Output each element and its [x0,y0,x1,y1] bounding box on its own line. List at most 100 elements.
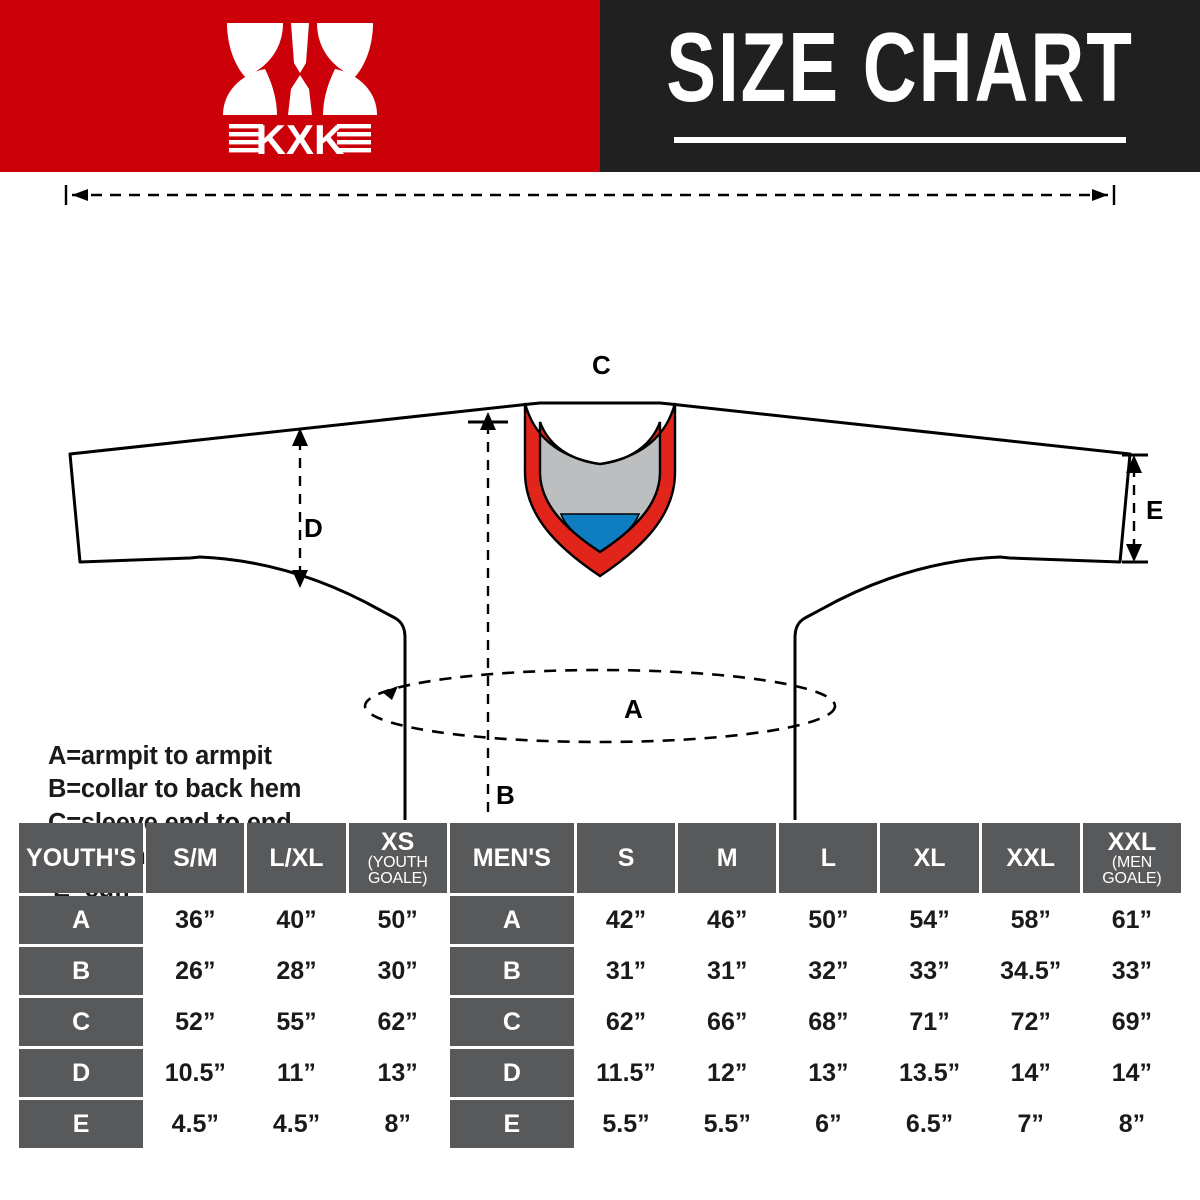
header-label: L [820,843,837,872]
brand-panel: KXK [0,0,600,172]
youth-cell-4-1: 4.5” [247,1100,346,1148]
table-header-cell-9: XXL [981,823,1080,893]
men-cell-4-5: 8” [1082,1100,1181,1148]
kxk-logo: KXK [205,11,395,161]
men-cell-3-2: 13” [779,1049,878,1097]
youth-cell-3-2: 13” [348,1049,447,1097]
dimension-d [292,428,308,588]
table-header-cell-0: YOUTH'S [19,823,144,893]
header-label: S/M [173,843,218,872]
youth-cell-0-0: 36” [146,896,245,944]
men-cell-0-0: 42” [576,896,676,944]
men-cell-1-2: 32” [779,947,878,995]
men-cell-4-3: 6.5” [880,1100,979,1148]
table-header-cell-2: L/XL [247,823,346,893]
dimension-b [468,412,508,820]
men-cell-4-0: 5.5” [576,1100,676,1148]
men-row-label: E [449,1100,574,1148]
youth-cell-4-0: 4.5” [146,1100,245,1148]
page-title: SIZE CHART [666,12,1134,123]
size-table: YOUTH'S S/M L/XL XS (YOUTH GOALE) MEN'S S M L XL XX… [16,820,1184,1151]
men-cell-1-5: 33” [1082,947,1181,995]
jersey-diagram: C D E A B A=armpit to armpit B=collar to… [0,172,1200,903]
legend-item-b: B=collar to back hem [48,775,302,804]
men-cell-4-1: 5.5” [678,1100,777,1148]
table-header-cell-1: S/M [146,823,245,893]
collar-trim [523,402,677,578]
header-label: L/XL [269,843,324,872]
table-row: A 36” 40” 50” A 42” 46” 50” 54” 58” 61” [19,896,1181,944]
youth-cell-1-1: 28” [247,947,346,995]
men-row-label: D [449,1049,574,1097]
header-label: M [716,843,738,872]
men-cell-0-3: 54” [880,896,979,944]
men-cell-2-0: 62” [576,998,676,1046]
youth-row-label: E [19,1100,144,1148]
men-cell-1-1: 31” [678,947,777,995]
header-label: XS [380,827,415,856]
dimension-label-e: E [1146,495,1164,525]
youth-row-label: D [19,1049,144,1097]
men-cell-3-1: 12” [678,1049,777,1097]
dimension-a [363,668,837,744]
table-row: C 52” 55” 62” C 62” 66” 68” 71” 72” 69” [19,998,1181,1046]
dimension-e [1122,453,1148,564]
men-cell-0-4: 58” [981,896,1080,944]
men-cell-3-4: 14” [981,1049,1080,1097]
header-label: S [617,843,635,872]
men-cell-4-2: 6” [779,1100,878,1148]
header-label: MEN'S [472,843,551,872]
men-cell-3-5: 14” [1082,1049,1181,1097]
table-row: D 10.5” 11” 13” D 11.5” 12” 13” 13.5” 14” 14” [19,1049,1181,1097]
men-cell-1-3: 33” [880,947,979,995]
kxk-wordmark: KXK [256,116,345,161]
youth-cell-1-0: 26” [146,947,245,995]
men-cell-2-3: 71” [880,998,979,1046]
men-cell-0-1: 46” [678,896,777,944]
table-row: B 26” 28” 30” B 31” 31” 32” 33” 34.5” 33” [19,947,1181,995]
header-label: XL [913,843,946,872]
title-underline [674,136,1126,143]
men-cell-2-1: 66” [678,998,777,1046]
youth-cell-2-1: 55” [247,998,346,1046]
table-header-cell-4: MEN'S [449,823,574,893]
table-header-row: YOUTH'S S/M L/XL XS (YOUTH GOALE) MEN'S S M L XL XX… [19,823,1181,893]
youth-cell-2-0: 52” [146,998,245,1046]
header-label: XXL [1107,827,1157,856]
table-header-cell-6: M [678,823,777,893]
dimension-c [64,185,1116,205]
men-cell-0-5: 61” [1082,896,1181,944]
table-header-cell-5: S [576,823,676,893]
table-header-cell-7: L [779,823,878,893]
youth-cell-3-1: 11” [247,1049,346,1097]
men-cell-2-4: 72” [981,998,1080,1046]
title-panel: SIZE CHART [600,0,1200,172]
youth-cell-1-2: 30” [348,947,447,995]
youth-cell-2-2: 62” [348,998,447,1046]
header-label: YOUTH'S [26,843,137,872]
youth-row-label: C [19,998,144,1046]
header-sublabel: (YOUTH GOALE) [367,853,428,888]
men-cell-4-4: 7” [981,1100,1080,1148]
men-cell-2-2: 68” [779,998,878,1046]
youth-cell-3-0: 10.5” [146,1049,245,1097]
youth-cell-0-2: 50” [348,896,447,944]
table-header-cell-10: XXL (MEN GOALE) [1082,823,1181,893]
men-cell-3-3: 13.5” [880,1049,979,1097]
table-header-cell-3: XS (YOUTH GOALE) [348,823,447,893]
page-header: KXK SIZE CHART [0,0,1200,172]
men-row-label: C [449,998,574,1046]
header-label: XXL [1006,843,1056,872]
men-cell-2-5: 69” [1082,998,1181,1046]
youth-row-label: B [19,947,144,995]
men-cell-3-0: 11.5” [576,1049,676,1097]
table-row: E 4.5” 4.5” 8” E 5.5” 5.5” 6” 6.5” 7” 8” [19,1100,1181,1148]
header-sublabel: (MEN GOALE) [1102,853,1162,888]
size-table-container: YOUTH'S S/M L/XL XS (YOUTH GOALE) MEN'S S M L XL XX… [16,820,1184,1151]
table-body: A 36” 40” 50” A 42” 46” 50” 54” 58” 61” B 26” 28” 30” B… [19,896,1181,1148]
men-cell-1-0: 31” [576,947,676,995]
men-cell-1-4: 34.5” [981,947,1080,995]
men-row-label: A [449,896,574,944]
legend-item-a: A=armpit to armpit [48,742,272,770]
dimension-label-b: B [496,780,515,810]
